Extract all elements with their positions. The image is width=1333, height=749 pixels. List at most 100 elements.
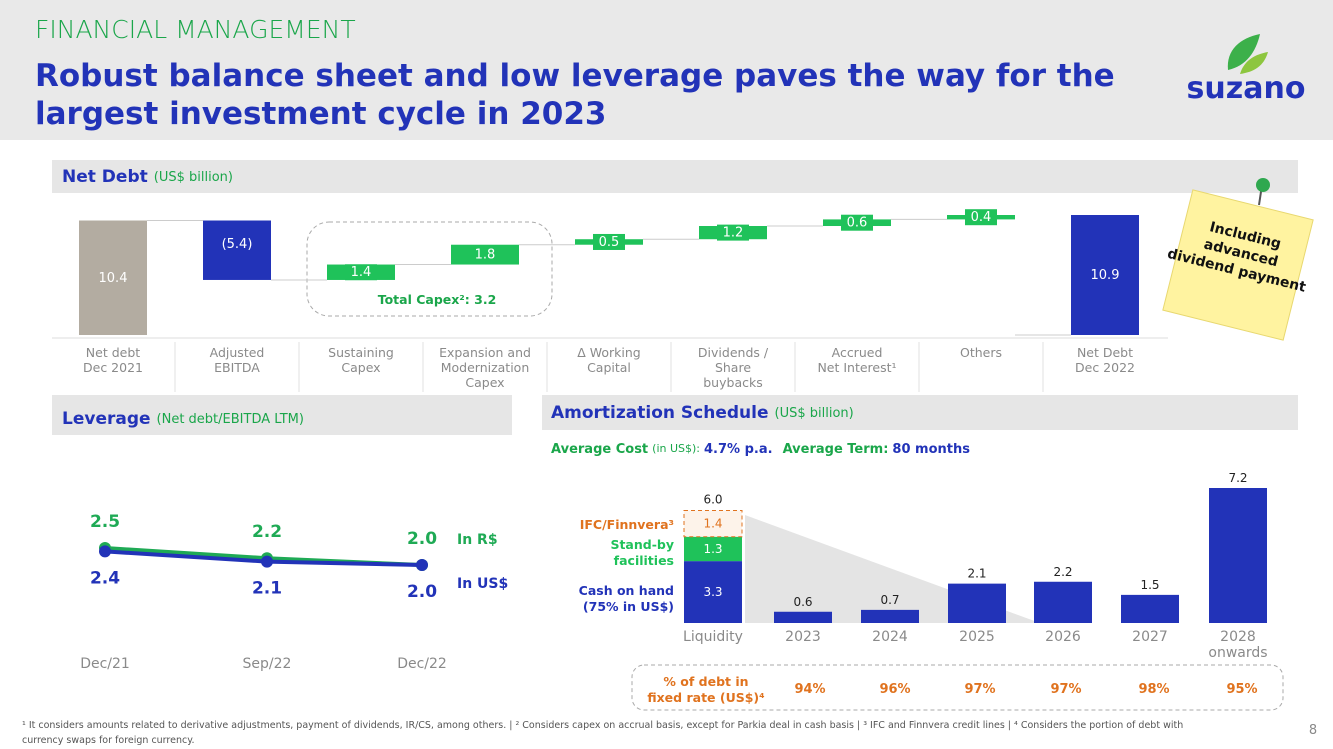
value-label: 1.5: [1140, 577, 1159, 591]
value-label: 0.7: [880, 592, 899, 606]
x-tick-label: Net Debt Dec 2022: [1075, 345, 1135, 375]
section-label: FINANCIAL MANAGEMENT: [35, 15, 356, 44]
fixed-rate-value: 95%: [1226, 682, 1257, 697]
point: [416, 559, 428, 571]
stat: Average Cost: [551, 442, 648, 457]
stat: 80 months: [892, 442, 970, 457]
x-tick-label: Net debt Dec 2021: [83, 345, 143, 375]
title: Amortization Schedule: [551, 403, 769, 423]
capex-box: [306, 221, 553, 317]
sticky-note: Includingadvanceddividend payment: [1162, 189, 1314, 341]
value-label: 7.2: [1228, 471, 1247, 485]
value-label: 2.5: [90, 512, 120, 532]
page-title: Robust balance sheet and low leverage pa…: [35, 58, 1115, 132]
x-tick-label: Others: [960, 345, 1002, 360]
stat: (in US$):: [652, 442, 700, 455]
value-label: 2.1: [252, 579, 282, 599]
x-tick-label: 2027: [1132, 629, 1168, 645]
title: Net Debt: [62, 167, 148, 187]
x-tick-label: Accrued Net Interest¹: [817, 345, 896, 375]
value-label: (5.4): [222, 237, 253, 252]
bar: [774, 611, 832, 623]
x-tick-label: Sep/22: [243, 656, 292, 672]
note-paper: [1162, 189, 1314, 341]
value-label: 2.0: [407, 529, 437, 549]
legend-label: In US$: [457, 576, 508, 592]
chart-title: Amortization Schedule (US$ billion): [551, 403, 854, 423]
total-label: 6.0: [703, 492, 722, 506]
x-tick-label: Dec/22: [397, 656, 447, 672]
stat: 4.7% p.a.: [704, 442, 773, 457]
bar: [1121, 594, 1179, 623]
value-label: 2.1: [967, 566, 986, 580]
fixed-rate-value: 98%: [1138, 682, 1169, 697]
x-tick-label: Adjusted EBITDA: [210, 345, 265, 375]
value-label: 2.2: [1053, 564, 1072, 578]
bar: [683, 510, 743, 538]
point: [99, 545, 111, 558]
value-label: 1.4: [351, 265, 372, 280]
value-label: 3.3: [703, 585, 722, 599]
legend-label: Stand-by facilities: [610, 537, 674, 568]
legend-label: IFC/Finnvera³: [580, 517, 674, 532]
label-box: [965, 209, 997, 226]
bar: [79, 220, 147, 335]
logo-leaf: [1227, 34, 1268, 74]
x-tick-label: 2024: [872, 629, 908, 645]
page-number: 8: [1309, 723, 1317, 738]
bar: [1034, 581, 1092, 623]
value-label: 0.5: [599, 234, 620, 249]
stats: Average Cost (in US$): 4.7% p.a. Average Te…: [551, 442, 970, 457]
pin-head: [1256, 178, 1270, 192]
x-tick-label: 2028 onwards: [1208, 629, 1267, 661]
value-label: 1.8: [475, 247, 496, 262]
value-label: 1.2: [723, 225, 744, 240]
subtitle: (US$ billion): [154, 170, 233, 185]
value-label: 2.4: [90, 568, 120, 588]
section-band: [542, 395, 1298, 430]
legend-label: In R$: [457, 532, 498, 548]
value-label: 10.9: [1091, 268, 1120, 283]
annotation: Total Capex²: 3.2: [378, 292, 497, 307]
section-band: [52, 160, 1298, 193]
label-box: [345, 264, 377, 281]
x-tick-label: Dec/21: [80, 656, 130, 672]
value-label: 2.2: [252, 522, 282, 542]
fixed-rate-value: 97%: [1050, 682, 1081, 697]
fixed-rate-label: % of debt in fixed rate (US$)⁴: [647, 674, 764, 705]
x-tick-label: Dividends / Share buybacks: [698, 345, 769, 390]
fixed-rate-value: 94%: [794, 682, 825, 697]
bar: [684, 536, 742, 562]
value-label: 0.6: [793, 594, 812, 608]
x-tick-label: 2026: [1045, 629, 1081, 645]
label-box: [841, 214, 873, 231]
subtitle: (Net debt/EBITDA LTM): [157, 412, 304, 427]
x-tick-label: Expansion and Modernization Capex: [439, 345, 531, 390]
label-box: [717, 224, 749, 241]
x-tick-label: Sustaining Capex: [328, 345, 394, 375]
bar: [451, 244, 519, 265]
bar: [1071, 215, 1139, 335]
stat: Average Term:: [783, 442, 889, 457]
header-band: [0, 0, 1333, 140]
bar: [684, 561, 742, 623]
chart-title: Net Debt (US$ billion): [62, 167, 233, 187]
bar: [1209, 488, 1267, 623]
bar: [203, 220, 271, 280]
subtitle: (US$ billion): [775, 406, 854, 421]
value-label: 0.6: [847, 215, 868, 230]
value-label: 0.4: [971, 210, 992, 225]
title: Leverage: [62, 409, 151, 429]
x-tick-label: Liquidity: [683, 629, 743, 645]
value-label: 1.3: [703, 541, 722, 555]
bar: [948, 583, 1006, 623]
section-band: [52, 395, 512, 435]
fixed-rate-value: 97%: [964, 682, 995, 697]
x-tick-label: 2023: [785, 629, 821, 645]
footnote: ¹ It considers amounts related to deriva…: [22, 720, 1183, 746]
x-tick-label: 2025: [959, 629, 995, 645]
point: [261, 555, 273, 568]
chart-title: Leverage (Net debt/EBITDA LTM): [62, 409, 304, 429]
value-label: 10.4: [99, 270, 128, 285]
